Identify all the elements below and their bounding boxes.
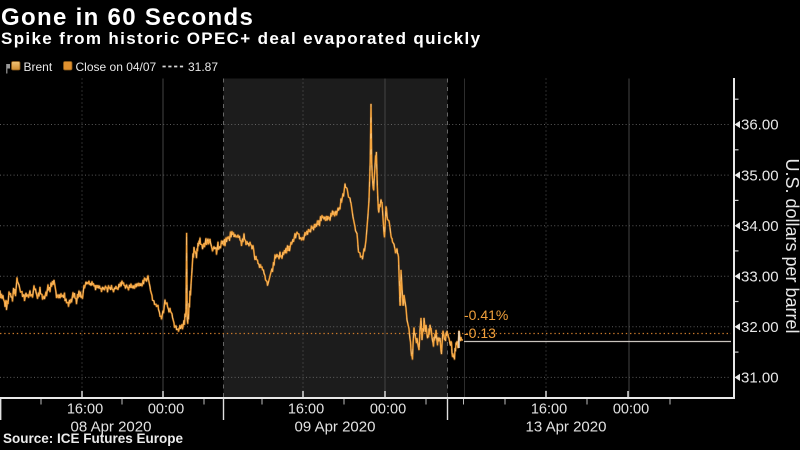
svg-text:-0.41%: -0.41% [464, 307, 508, 323]
svg-text:31.87: 31.87 [188, 60, 218, 74]
svg-text:Close on 04/07: Close on 04/07 [76, 60, 157, 74]
svg-text:00:00: 00:00 [613, 402, 649, 418]
svg-text:16:00: 16:00 [531, 402, 567, 418]
svg-text:U.S. dollars per barrel: U.S. dollars per barrel [782, 158, 800, 333]
svg-text:31.00: 31.00 [741, 370, 779, 387]
svg-text:09 Apr 2020: 09 Apr 2020 [295, 419, 376, 436]
svg-text:36.00: 36.00 [741, 117, 779, 134]
svg-text:08 Apr 2020: 08 Apr 2020 [71, 419, 152, 436]
svg-text:16:00: 16:00 [67, 402, 103, 418]
svg-text:34.00: 34.00 [741, 218, 779, 235]
svg-text:13 Apr 2020: 13 Apr 2020 [526, 419, 607, 436]
svg-text:35.00: 35.00 [741, 167, 779, 184]
svg-text:00:00: 00:00 [148, 402, 184, 418]
svg-text:32.00: 32.00 [741, 319, 779, 336]
svg-text:-0.13: -0.13 [464, 325, 496, 341]
svg-text:Brent: Brent [24, 60, 53, 74]
svg-text:16:00: 16:00 [288, 402, 324, 418]
svg-text:00:00: 00:00 [370, 402, 406, 418]
svg-text:33.00: 33.00 [741, 268, 779, 285]
